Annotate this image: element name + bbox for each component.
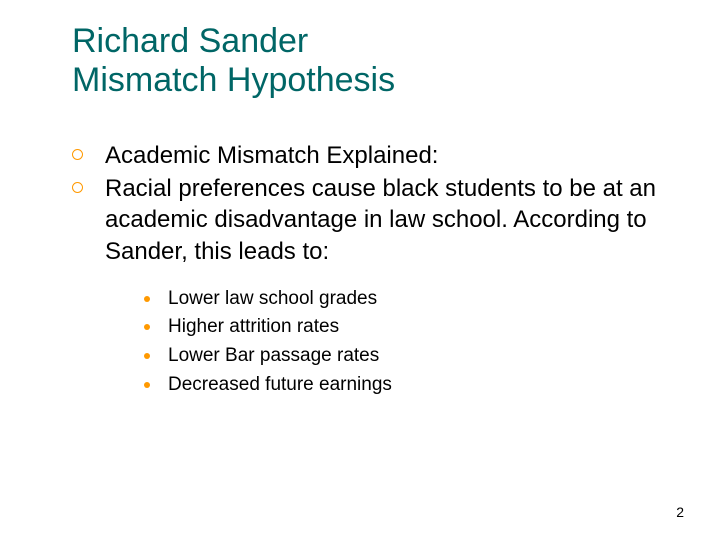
sub-bullet-text: Lower Bar passage rates (168, 344, 379, 369)
dot-bullet-icon (144, 324, 150, 330)
dot-bullet-icon (144, 296, 150, 302)
list-item: Decreased future earnings (144, 373, 662, 398)
list-item: Lower law school grades (144, 287, 662, 312)
slide-title: Richard Sander Mismatch Hypothesis (72, 22, 652, 100)
title-line-1: Richard Sander (72, 22, 308, 60)
sub-bullet-text: Decreased future earnings (168, 373, 392, 398)
list-item: Higher attrition rates (144, 315, 662, 340)
title-line-2: Mismatch Hypothesis (72, 61, 395, 99)
sub-bullet-text: Higher attrition rates (168, 315, 339, 340)
bullet-text: Racial preferences cause black students … (105, 173, 662, 267)
circle-bullet-icon (72, 182, 83, 193)
sub-list: Lower law school grades Higher attrition… (144, 287, 662, 398)
slide: Richard Sander Mismatch Hypothesis Acade… (0, 0, 720, 540)
content-area: Academic Mismatch Explained: Racial pref… (72, 140, 662, 402)
page-number: 2 (676, 504, 684, 520)
sub-bullet-text: Lower law school grades (168, 287, 377, 312)
dot-bullet-icon (144, 353, 150, 359)
list-item: Academic Mismatch Explained: (72, 140, 662, 171)
dot-bullet-icon (144, 382, 150, 388)
list-item: Racial preferences cause black students … (72, 173, 662, 267)
list-item: Lower Bar passage rates (144, 344, 662, 369)
bullet-text: Academic Mismatch Explained: (105, 140, 438, 171)
circle-bullet-icon (72, 149, 83, 160)
